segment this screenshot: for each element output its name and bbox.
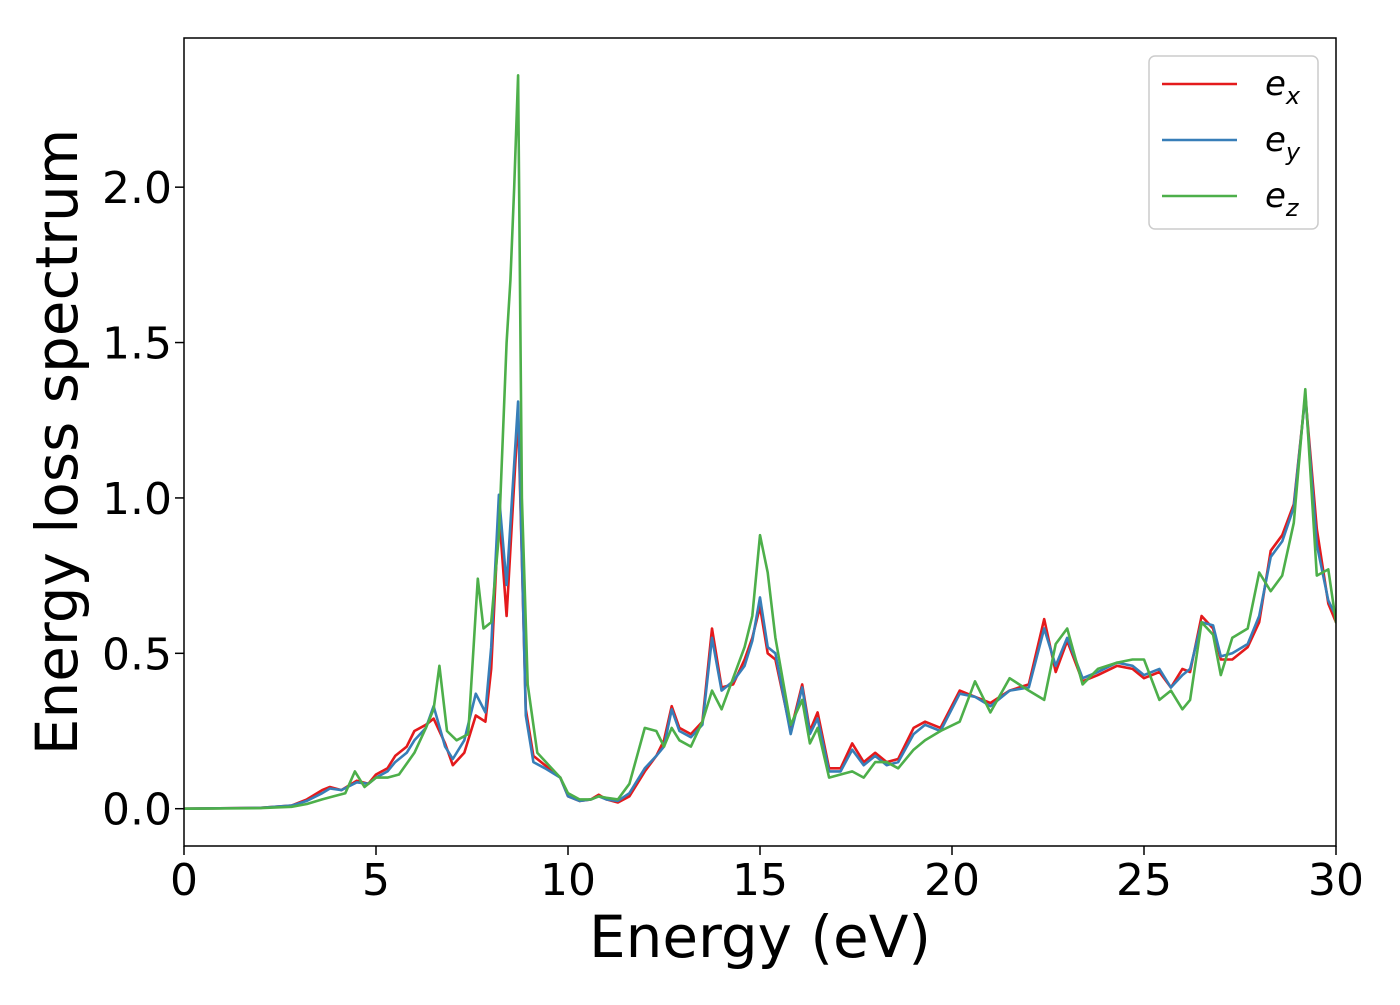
series-layer: [184, 74, 1336, 810]
y-tick-label: 0.5: [102, 629, 172, 680]
series-line-z: [184, 74, 1336, 810]
legend-label-y: ey: [1265, 120, 1301, 166]
x-axis: 0 5 10 15 20 25 30: [170, 846, 1364, 906]
x-tick-label: 20: [924, 855, 980, 906]
legend-label-x: ex: [1265, 64, 1301, 110]
series-line-y: [184, 394, 1336, 810]
y-tick-label: 1.5: [102, 319, 172, 370]
y-axis-label: Energy loss spectrum: [23, 129, 91, 755]
x-tick-label: 5: [362, 855, 390, 906]
x-axis-label: Energy (eV): [589, 903, 931, 971]
y-axis: 0.0 0.5 1.0 1.5 2.0: [102, 163, 184, 836]
x-tick-label: 30: [1308, 855, 1364, 906]
x-tick-label: 15: [732, 855, 788, 906]
y-tick-label: 1.0: [102, 474, 172, 525]
x-tick-label: 25: [1116, 855, 1172, 906]
legend-frame: [1148, 55, 1319, 230]
x-tick-label: 0: [170, 855, 198, 906]
y-tick-label: 0.0: [102, 785, 172, 836]
y-tick-label: 2.0: [102, 163, 172, 214]
x-tick-label: 10: [540, 855, 596, 906]
